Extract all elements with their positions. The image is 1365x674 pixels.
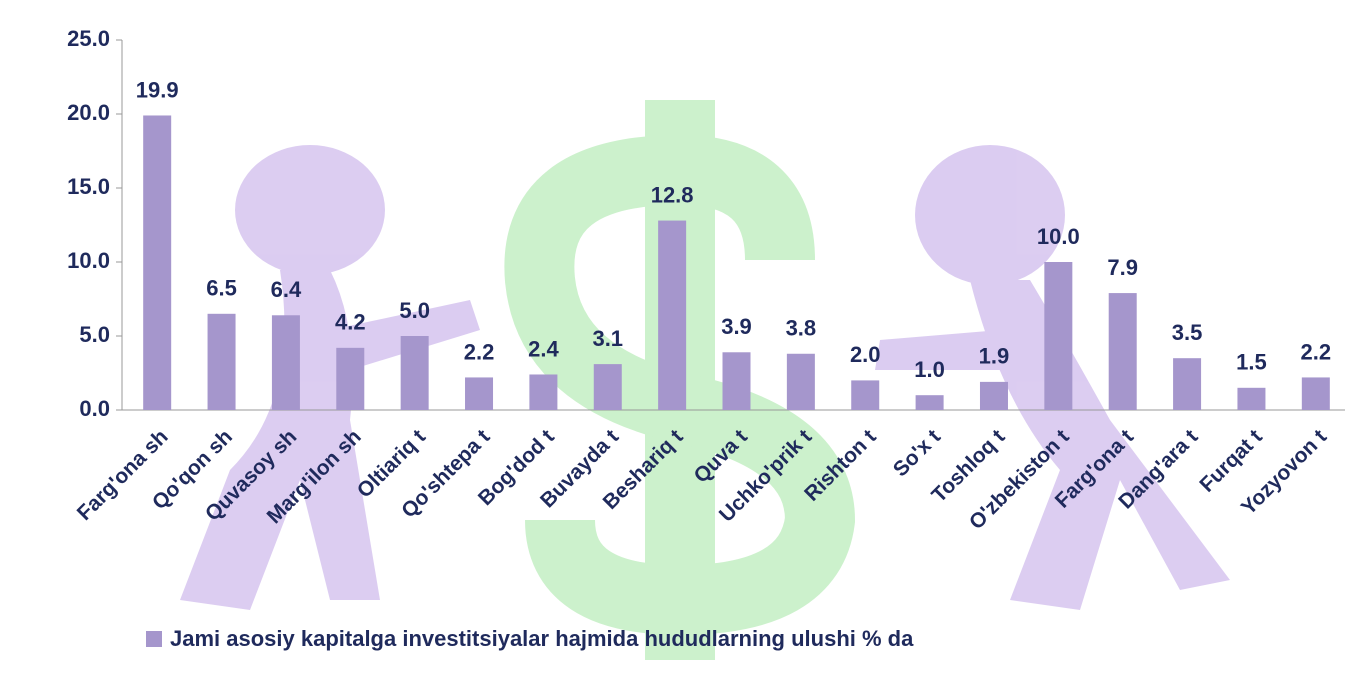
value-label: 10.0 (1037, 224, 1080, 249)
bar (1237, 388, 1265, 410)
y-tick-label: 10.0 (67, 248, 110, 273)
y-tick-label: 25.0 (67, 26, 110, 51)
legend-swatch (146, 631, 162, 647)
value-label: 1.5 (1236, 350, 1267, 375)
legend-label: Jami asosiy kapitalga investitsiyalar ha… (170, 626, 914, 651)
bar (208, 314, 236, 410)
bar (787, 354, 815, 410)
value-label: 2.4 (528, 336, 559, 361)
bar (723, 352, 751, 410)
bar (336, 348, 364, 410)
bar (658, 221, 686, 410)
value-label: 12.8 (651, 182, 694, 207)
bar (1173, 358, 1201, 410)
bar (465, 377, 493, 410)
bar (1109, 293, 1137, 410)
value-label: 7.9 (1107, 255, 1138, 280)
value-label: 6.4 (271, 277, 302, 302)
value-label: 2.2 (1301, 339, 1332, 364)
y-tick-label: 15.0 (67, 174, 110, 199)
value-label: 1.0 (914, 357, 945, 382)
y-tick-label: 20.0 (67, 100, 110, 125)
value-label: 6.5 (206, 276, 237, 301)
value-label: 4.2 (335, 310, 366, 335)
bar (401, 336, 429, 410)
x-tick-label: Farg'ona sh (73, 425, 173, 525)
value-label: 2.2 (464, 339, 495, 364)
value-label: 5.0 (399, 298, 430, 323)
x-tick-label: So'x t (889, 425, 945, 481)
y-tick-label: 5.0 (79, 322, 110, 347)
bar (143, 115, 171, 410)
bar (272, 315, 300, 410)
value-label: 1.9 (979, 344, 1010, 369)
bar (529, 374, 557, 410)
value-label: 3.8 (786, 316, 817, 341)
bar (916, 395, 944, 410)
value-label: 2.0 (850, 342, 881, 367)
value-label: 3.1 (592, 326, 623, 351)
value-label: 3.9 (721, 314, 752, 339)
bar (594, 364, 622, 410)
bar (1302, 377, 1330, 410)
bar (851, 380, 879, 410)
y-tick-label: 0.0 (79, 396, 110, 421)
bar (1044, 262, 1072, 410)
value-label: 3.5 (1172, 320, 1203, 345)
chart: Jami asosiy kapitalga investitsiyalar ha… (0, 0, 1365, 674)
value-label: 19.9 (136, 77, 179, 102)
bar (980, 382, 1008, 410)
